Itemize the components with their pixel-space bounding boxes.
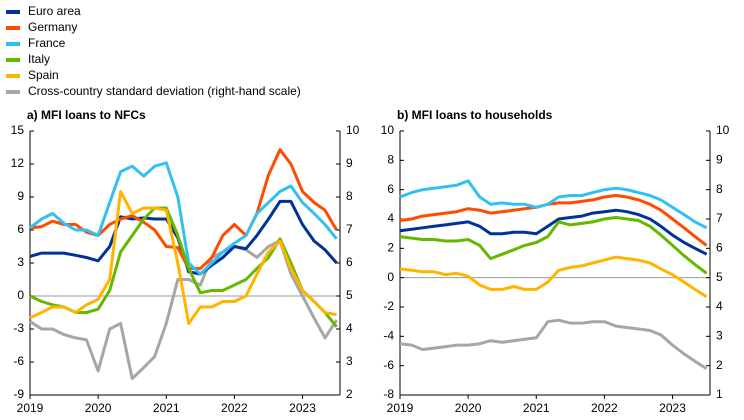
- y2-tick-label: 3: [346, 354, 353, 368]
- y-tick-label: 4: [387, 211, 394, 225]
- x-tick-label: 2022: [221, 401, 248, 415]
- series-line: [399, 179, 708, 230]
- y2-tick-label: 6: [716, 241, 723, 255]
- y2-tick-label: 9: [346, 156, 353, 170]
- y-tick-label: -9: [13, 387, 24, 401]
- y-tick-label: 9: [17, 189, 24, 203]
- x-tick-label: 2020: [85, 401, 112, 415]
- y2-tick-label: 4: [346, 321, 353, 335]
- panel-title: b) MFI loans to households: [397, 108, 553, 122]
- legend-label: Italy: [28, 52, 50, 66]
- y-tick-label: 12: [11, 156, 25, 170]
- y2-tick-label: 2: [346, 387, 353, 401]
- y-tick-label: 0: [17, 288, 24, 302]
- series-line: [29, 161, 338, 276]
- y-tick-label: 0: [387, 270, 394, 284]
- series-line: [29, 190, 337, 325]
- y2-tick-label: 8: [346, 189, 353, 203]
- legend-label: Germany: [28, 20, 77, 34]
- x-tick-label: 2022: [591, 401, 618, 415]
- x-tick-label: 2023: [289, 401, 316, 415]
- y2-tick-label: 8: [716, 182, 723, 196]
- y2-tick-label: 4: [716, 299, 723, 313]
- x-tick-label: 2020: [455, 401, 482, 415]
- y2-tick-label: 6: [346, 255, 353, 269]
- y-tick-label: -4: [383, 329, 394, 343]
- y-tick-label: 10: [381, 123, 395, 137]
- x-tick-label: 2021: [523, 401, 550, 415]
- legend-label: Spain: [28, 68, 59, 82]
- y2-tick-label: 7: [346, 222, 353, 236]
- x-tick-label: 2019: [387, 401, 414, 415]
- series-line: [399, 318, 708, 370]
- y-tick-label: -6: [383, 358, 394, 372]
- y2-tick-label: 3: [716, 329, 723, 343]
- x-tick-label: 2023: [659, 401, 686, 415]
- y2-tick-label: 5: [346, 288, 353, 302]
- y2-tick-label: 10: [346, 123, 360, 137]
- x-tick-label: 2021: [153, 401, 180, 415]
- series-line: [399, 208, 708, 256]
- series-line: [399, 255, 708, 298]
- legend-label: Euro area: [28, 4, 81, 18]
- y2-tick-label: 10: [716, 123, 730, 137]
- y-tick-label: 8: [387, 153, 394, 167]
- y-tick-label: 6: [17, 222, 24, 236]
- y-tick-label: 3: [17, 255, 24, 269]
- y-tick-label: -3: [13, 321, 24, 335]
- series-line: [399, 194, 708, 247]
- y-tick-label: 6: [387, 182, 394, 196]
- legend-label: Cross-country standard deviation (right-…: [28, 84, 301, 98]
- y-tick-label: -6: [13, 354, 24, 368]
- panel-title: a) MFI loans to NFCs: [27, 108, 146, 122]
- y-tick-label: -8: [383, 387, 394, 401]
- y2-tick-label: 7: [716, 211, 723, 225]
- y2-tick-label: 9: [716, 153, 723, 167]
- x-tick-label: 2019: [17, 401, 44, 415]
- y2-tick-label: 5: [716, 270, 723, 284]
- y-tick-label: -2: [383, 299, 394, 313]
- series-line: [29, 148, 338, 270]
- y-tick-label: 2: [387, 241, 394, 255]
- legend-label: France: [28, 36, 66, 50]
- y2-tick-label: 1: [716, 387, 723, 401]
- y-tick-label: 15: [11, 123, 25, 137]
- series-line: [399, 216, 708, 275]
- y2-tick-label: 2: [716, 358, 723, 372]
